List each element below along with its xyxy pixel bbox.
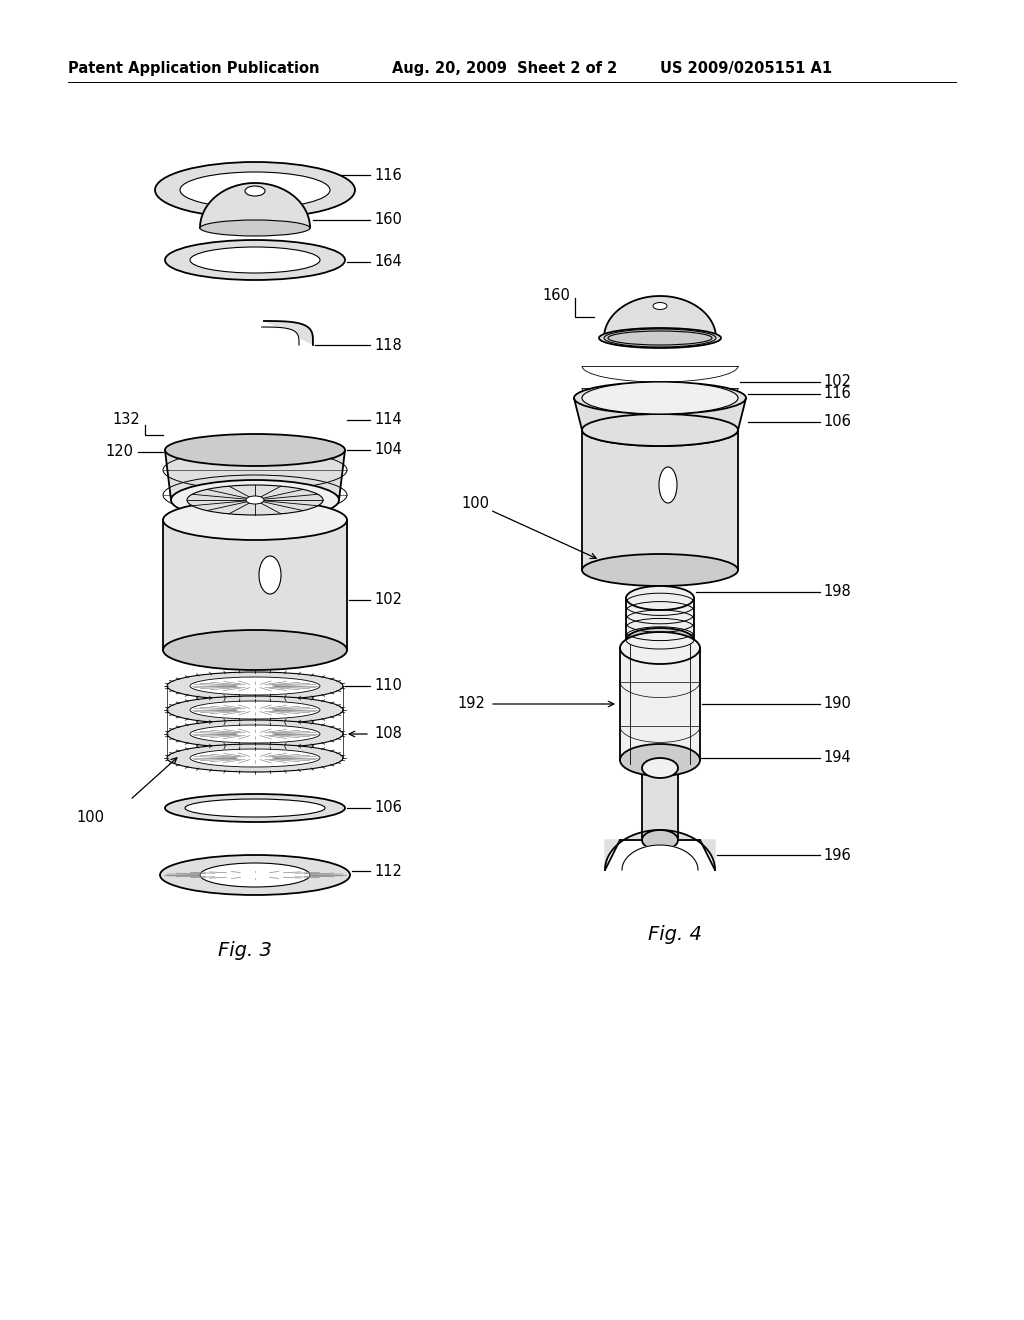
Text: 160: 160 xyxy=(374,213,401,227)
Ellipse shape xyxy=(165,240,345,280)
Text: 110: 110 xyxy=(374,678,401,693)
Polygon shape xyxy=(200,183,310,228)
Ellipse shape xyxy=(167,744,343,772)
Polygon shape xyxy=(626,598,694,640)
Ellipse shape xyxy=(167,719,343,748)
Text: 114: 114 xyxy=(374,412,401,428)
Text: 198: 198 xyxy=(823,585,851,599)
Text: 108: 108 xyxy=(374,726,401,742)
Ellipse shape xyxy=(190,247,319,273)
Ellipse shape xyxy=(659,467,677,503)
Ellipse shape xyxy=(642,830,678,850)
Ellipse shape xyxy=(604,329,716,347)
Ellipse shape xyxy=(620,744,700,776)
Polygon shape xyxy=(604,296,716,338)
Ellipse shape xyxy=(574,381,746,414)
Ellipse shape xyxy=(200,220,310,236)
Ellipse shape xyxy=(187,484,323,515)
Ellipse shape xyxy=(190,748,319,767)
Text: 102: 102 xyxy=(823,375,851,389)
Polygon shape xyxy=(620,648,700,760)
Polygon shape xyxy=(163,520,347,649)
Ellipse shape xyxy=(642,758,678,777)
Text: 132: 132 xyxy=(113,412,140,428)
Ellipse shape xyxy=(167,696,343,723)
Text: 192: 192 xyxy=(457,697,485,711)
Ellipse shape xyxy=(180,172,330,209)
Text: 116: 116 xyxy=(374,168,401,182)
Text: 118: 118 xyxy=(374,338,401,352)
Ellipse shape xyxy=(190,725,319,743)
Text: 106: 106 xyxy=(374,800,401,816)
Ellipse shape xyxy=(165,795,345,822)
Ellipse shape xyxy=(582,414,738,446)
Polygon shape xyxy=(165,450,345,500)
Ellipse shape xyxy=(155,162,355,218)
Ellipse shape xyxy=(246,496,264,504)
Ellipse shape xyxy=(620,632,700,664)
Ellipse shape xyxy=(200,863,310,887)
Text: 112: 112 xyxy=(374,863,401,879)
Ellipse shape xyxy=(582,554,738,586)
Text: Fig. 4: Fig. 4 xyxy=(648,925,701,945)
Text: 106: 106 xyxy=(823,414,851,429)
Text: 160: 160 xyxy=(542,288,570,302)
Ellipse shape xyxy=(626,628,694,652)
Text: 190: 190 xyxy=(823,697,851,711)
Ellipse shape xyxy=(190,677,319,696)
Text: 164: 164 xyxy=(374,255,401,269)
Ellipse shape xyxy=(171,480,339,520)
Text: Aug. 20, 2009  Sheet 2 of 2: Aug. 20, 2009 Sheet 2 of 2 xyxy=(392,61,617,75)
Ellipse shape xyxy=(582,381,738,414)
Ellipse shape xyxy=(190,701,319,719)
Text: 100: 100 xyxy=(76,810,104,825)
Ellipse shape xyxy=(165,434,345,466)
Polygon shape xyxy=(642,768,678,840)
Ellipse shape xyxy=(163,500,347,540)
Ellipse shape xyxy=(167,672,343,700)
Ellipse shape xyxy=(608,331,712,345)
Ellipse shape xyxy=(163,630,347,671)
Text: 196: 196 xyxy=(823,847,851,862)
Text: 116: 116 xyxy=(823,387,851,401)
Text: US 2009/0205151 A1: US 2009/0205151 A1 xyxy=(660,61,833,75)
Ellipse shape xyxy=(245,186,265,195)
Text: 120: 120 xyxy=(105,445,133,459)
Polygon shape xyxy=(574,399,746,430)
Polygon shape xyxy=(582,430,738,570)
Polygon shape xyxy=(605,830,715,870)
Ellipse shape xyxy=(626,586,694,610)
Ellipse shape xyxy=(185,799,325,817)
Text: 104: 104 xyxy=(374,442,401,458)
Text: Fig. 3: Fig. 3 xyxy=(218,940,272,960)
Polygon shape xyxy=(622,845,698,870)
Text: 102: 102 xyxy=(374,593,402,607)
Ellipse shape xyxy=(599,327,721,348)
Text: 194: 194 xyxy=(823,751,851,766)
Ellipse shape xyxy=(653,302,667,309)
Ellipse shape xyxy=(582,414,738,446)
Text: 100: 100 xyxy=(461,496,489,511)
Ellipse shape xyxy=(259,556,281,594)
Ellipse shape xyxy=(160,855,350,895)
Text: Patent Application Publication: Patent Application Publication xyxy=(68,61,319,75)
